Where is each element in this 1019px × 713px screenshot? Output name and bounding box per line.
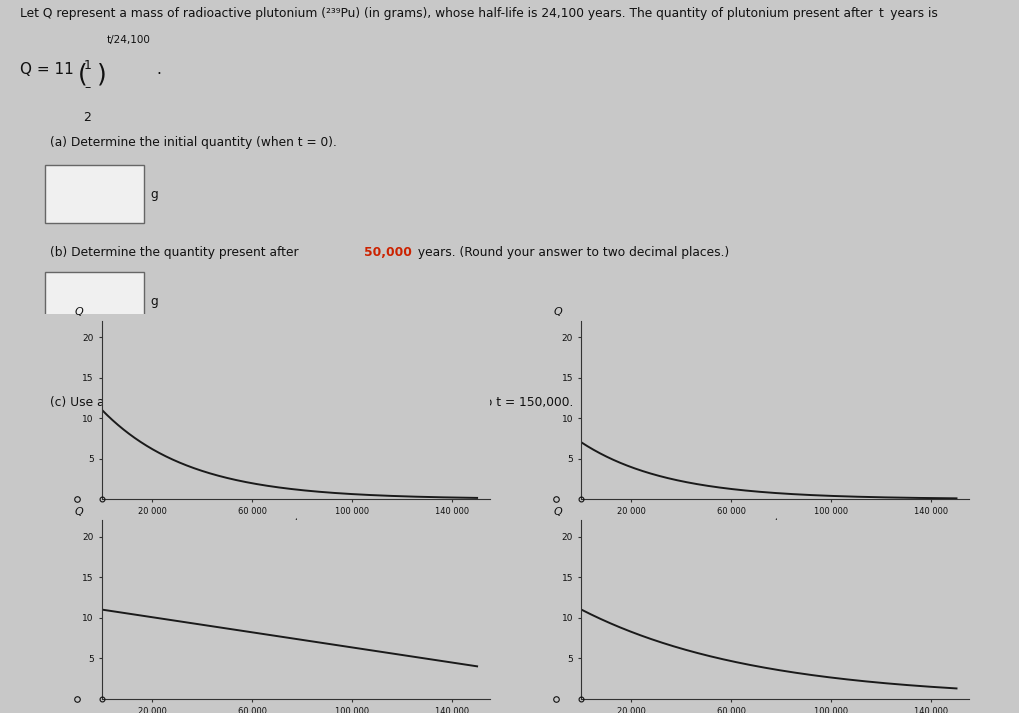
- Text: (b) Determine the quantity present after: (b) Determine the quantity present after: [50, 246, 302, 260]
- Text: (c) Use a graphing utility to graph the function over the interval t = 0 to t = : (c) Use a graphing utility to graph the …: [50, 396, 573, 409]
- X-axis label: t: t: [772, 518, 776, 528]
- FancyBboxPatch shape: [45, 165, 144, 223]
- Text: years. (Round your answer to two decimal places.): years. (Round your answer to two decimal…: [414, 246, 729, 260]
- Y-axis label: Q: Q: [74, 307, 83, 317]
- Text: (: (: [77, 62, 88, 86]
- Y-axis label: Q: Q: [553, 507, 561, 517]
- X-axis label: t: t: [293, 518, 298, 528]
- Text: g: g: [151, 295, 158, 308]
- Text: (a) Determine the initial quantity (when t = 0).: (a) Determine the initial quantity (when…: [50, 136, 336, 149]
- Text: 50,000: 50,000: [364, 246, 412, 260]
- Y-axis label: Q: Q: [553, 307, 561, 317]
- Text: .: .: [157, 62, 161, 77]
- Text: t/24,100: t/24,100: [107, 35, 151, 45]
- Y-axis label: Q: Q: [74, 507, 83, 517]
- FancyBboxPatch shape: [45, 272, 144, 331]
- Text: Q = 11: Q = 11: [20, 62, 73, 77]
- Text: ): ): [97, 62, 107, 86]
- Text: Let Q represent a mass of radioactive plutonium (²³⁹Pu) (in grams), whose half-l: Let Q represent a mass of radioactive pl…: [20, 7, 937, 20]
- Text: 1: 1: [84, 59, 92, 72]
- Text: –: –: [85, 81, 91, 93]
- Text: 2: 2: [84, 111, 92, 124]
- Text: g: g: [151, 188, 158, 200]
